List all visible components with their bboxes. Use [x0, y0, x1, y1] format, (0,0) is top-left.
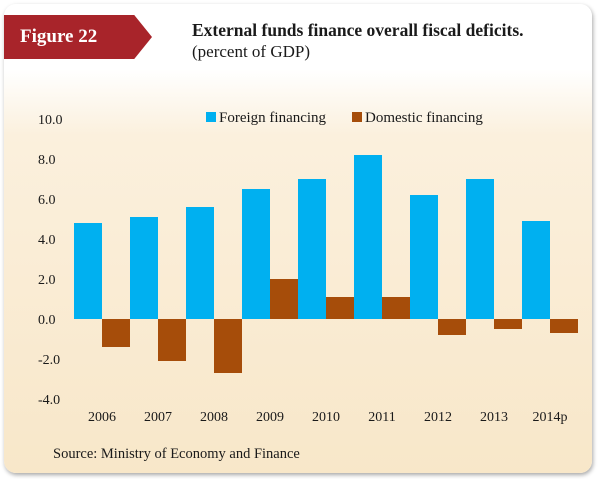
- domestic-financing-bar: [270, 279, 298, 319]
- y-tick-label: 10.0: [38, 113, 63, 128]
- x-tick-label: 2006: [88, 410, 116, 425]
- bars: [74, 155, 578, 373]
- x-tick-label: 2010: [312, 410, 340, 425]
- y-tick-label: -4.0: [38, 393, 60, 408]
- x-tick-label: 2014p: [533, 410, 568, 425]
- chart-subtitle: (percent of GDP): [192, 42, 311, 61]
- foreign-financing-bar: [354, 155, 382, 319]
- domestic-financing-bar: [550, 319, 578, 333]
- legend-domestic-label: Domestic financing: [365, 110, 483, 126]
- x-tick-label: 2007: [144, 410, 172, 425]
- foreign-financing-bar: [186, 207, 214, 319]
- x-tick-label: 2011: [368, 410, 395, 425]
- y-tick-label: 8.0: [38, 153, 56, 168]
- foreign-financing-bar: [410, 195, 438, 319]
- foreign-financing-bar: [298, 179, 326, 319]
- foreign-financing-bar: [130, 217, 158, 319]
- figure-label-badge: Figure 22: [4, 15, 152, 59]
- x-tick-label: 2013: [480, 410, 508, 425]
- domestic-financing-bar: [494, 319, 522, 329]
- domestic-financing-bar: [326, 297, 354, 319]
- y-tick-label: 6.0: [38, 193, 56, 208]
- x-tick-label: 2009: [256, 410, 284, 425]
- y-tick-label: 4.0: [38, 233, 56, 248]
- x-tick-label: 2008: [200, 410, 228, 425]
- x-axis: 2006 2007 2008 2009 2010 2011 2012 2013 2014p: [88, 410, 568, 425]
- domestic-financing-bar: [158, 319, 186, 361]
- x-tick-label: 2012: [424, 410, 452, 425]
- legend-foreign-swatch: [206, 112, 216, 122]
- legend: Foreign financing Domestic financing: [206, 110, 483, 126]
- foreign-financing-bar: [522, 221, 550, 319]
- y-tick-label: 2.0: [38, 273, 56, 288]
- foreign-financing-bar: [466, 179, 494, 319]
- domestic-financing-bar: [102, 319, 130, 347]
- foreign-financing-bar: [242, 189, 270, 319]
- y-tick-label: 0.0: [38, 313, 56, 328]
- y-tick-label: -2.0: [38, 353, 60, 368]
- foreign-financing-bar: [74, 223, 102, 319]
- source-note: Source: Ministry of Economy and Finance: [53, 446, 300, 462]
- legend-domestic-swatch: [352, 112, 362, 122]
- domestic-financing-bar: [438, 319, 466, 335]
- domestic-financing-bar: [214, 319, 242, 373]
- legend-foreign-label: Foreign financing: [219, 110, 327, 126]
- y-axis: 10.0 8.0 6.0 4.0 2.0 0.0 -2.0 -4.0: [38, 113, 63, 408]
- chart-title: External funds finance overall fiscal de…: [192, 20, 524, 40]
- domestic-financing-bar: [382, 297, 410, 319]
